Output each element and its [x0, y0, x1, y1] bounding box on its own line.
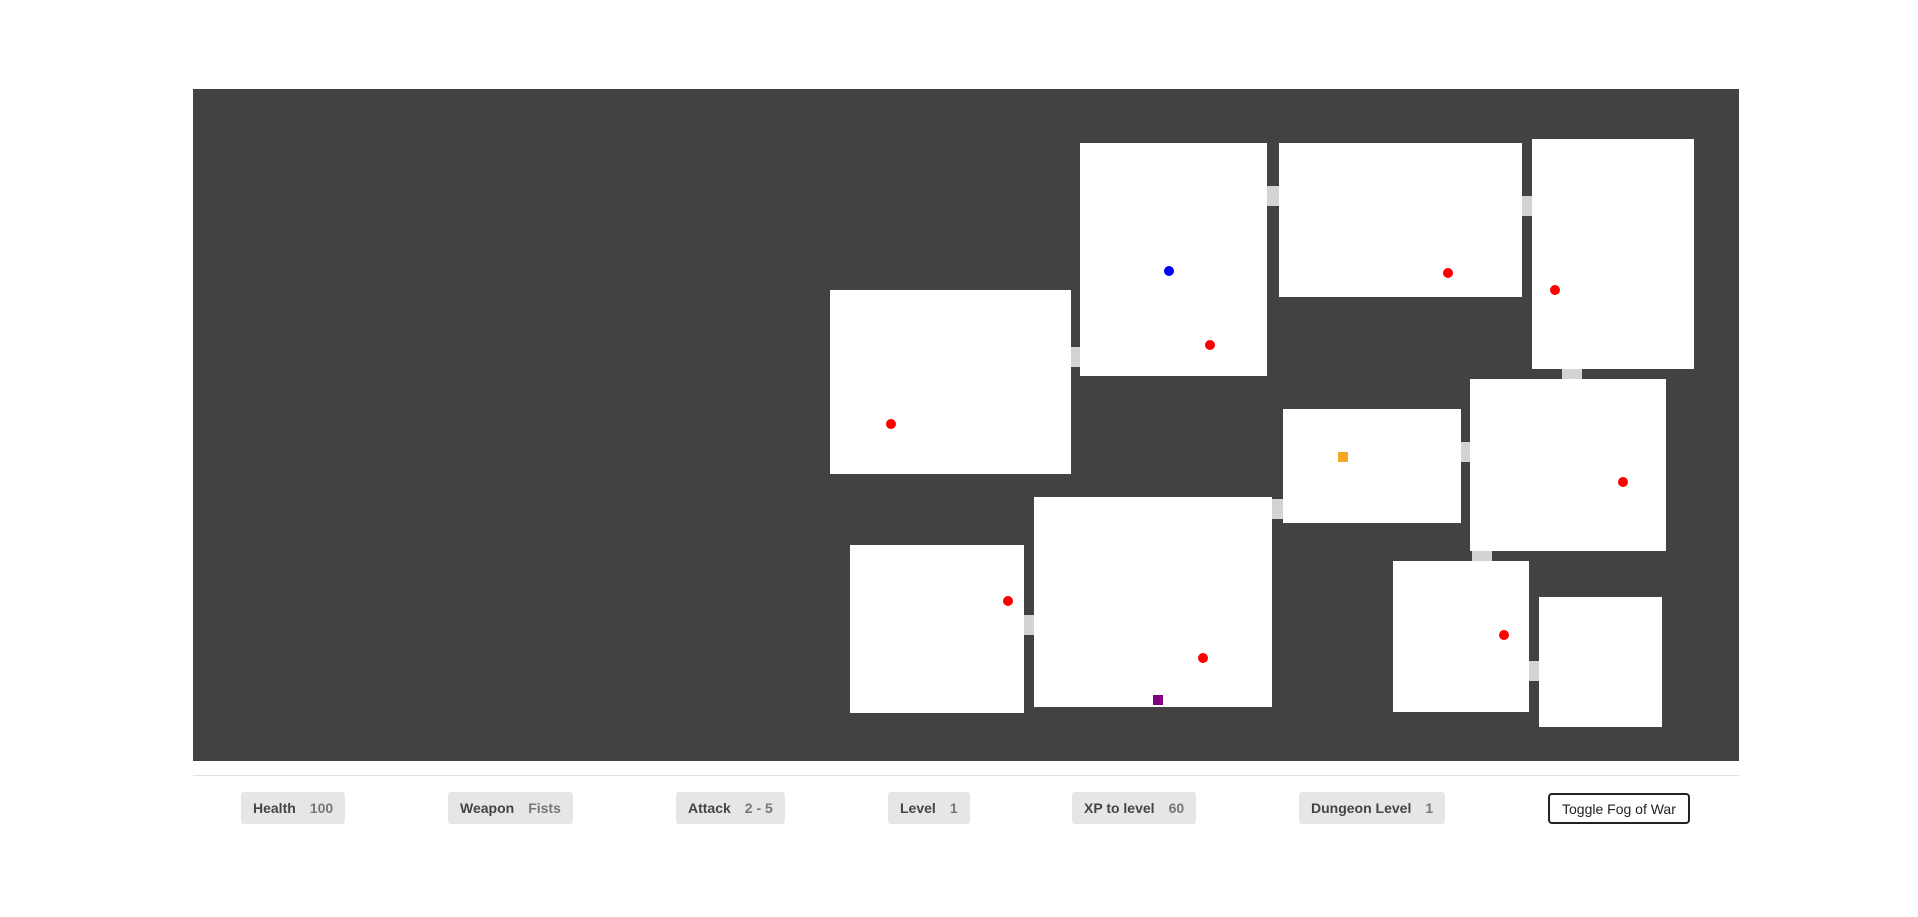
room: [1034, 497, 1272, 707]
room: [1283, 409, 1461, 523]
weapon-stat: Weapon Fists: [448, 792, 573, 824]
enemy-marker: [886, 419, 896, 429]
corridor: [1267, 186, 1279, 206]
enemy-marker: [1003, 596, 1013, 606]
enemy-marker: [1443, 268, 1453, 278]
corridor: [1071, 347, 1080, 367]
xp-to-level-stat: XP to level 60: [1072, 792, 1197, 824]
corridor: [1529, 661, 1539, 681]
room: [830, 290, 1071, 474]
dungeon-level-stat: Dungeon Level 1: [1299, 792, 1446, 824]
player-marker: [1164, 266, 1174, 276]
health-item-marker: [1338, 452, 1348, 462]
stat-value: 1: [949, 800, 958, 816]
stat-value: 60: [1168, 800, 1185, 816]
health-stat: Health 100: [241, 792, 346, 824]
corridor: [1461, 442, 1470, 462]
room: [1080, 143, 1267, 376]
room: [1470, 379, 1666, 551]
corridor: [1562, 369, 1582, 379]
enemy-marker: [1198, 653, 1208, 663]
room: [850, 545, 1024, 713]
stat-value: 1: [1425, 800, 1434, 816]
stat-value: 100: [309, 800, 334, 816]
enemy-marker: [1499, 630, 1509, 640]
enemy-marker: [1205, 340, 1215, 350]
attack-stat: Attack 2 - 5: [676, 792, 785, 824]
stat-value: 2 - 5: [744, 800, 773, 816]
stat-label: Health: [253, 800, 296, 816]
corridor: [1024, 615, 1034, 635]
room: [1539, 597, 1662, 727]
toggle-fog-of-war-button[interactable]: Toggle Fog of War: [1548, 793, 1690, 824]
level-stat: Level 1: [888, 792, 970, 824]
stat-label: Dungeon Level: [1311, 800, 1412, 816]
stat-label: Attack: [688, 800, 731, 816]
corridor: [1522, 196, 1532, 216]
enemy-marker: [1618, 477, 1628, 487]
stairs-marker: [1153, 695, 1163, 705]
enemy-marker: [1550, 285, 1560, 295]
stat-label: Weapon: [460, 800, 515, 816]
corridor: [1472, 551, 1492, 561]
stat-value: Fists: [528, 800, 561, 816]
room: [1279, 143, 1522, 297]
corridor: [1272, 499, 1283, 519]
stat-label: Level: [900, 800, 936, 816]
dungeon-map: [193, 89, 1739, 761]
room: [1532, 139, 1694, 369]
stat-label: XP to level: [1084, 800, 1155, 816]
divider: [193, 775, 1739, 776]
